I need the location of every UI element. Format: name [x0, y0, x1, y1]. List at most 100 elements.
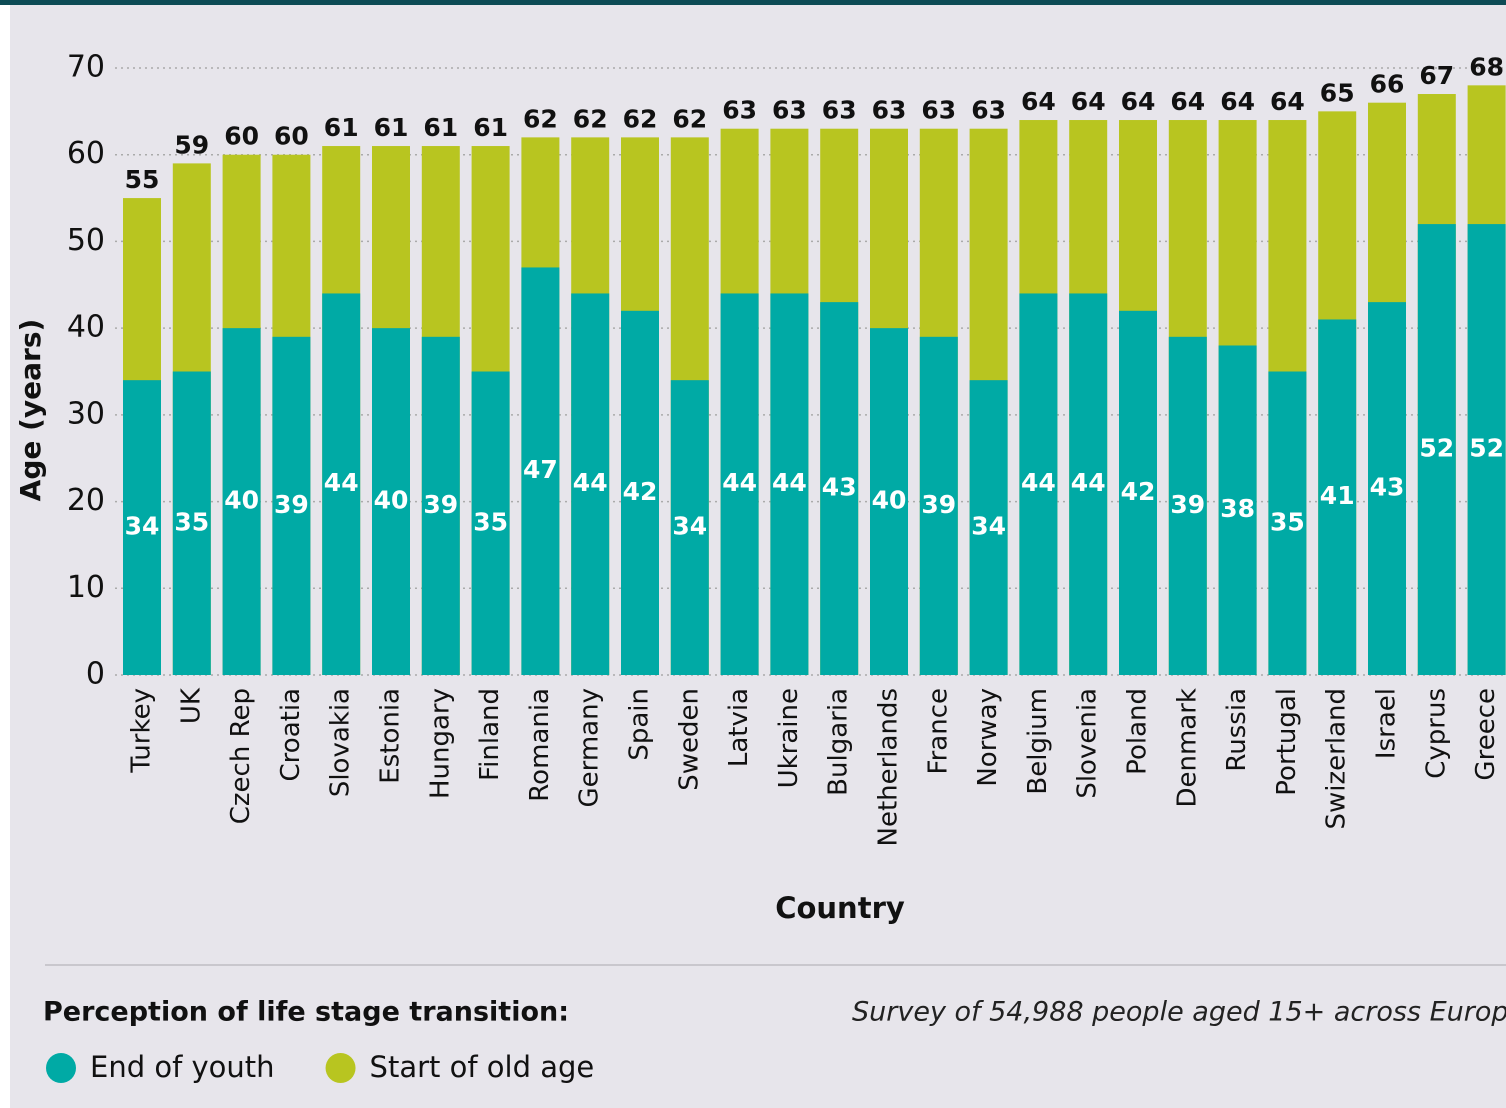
value-label: 44	[772, 468, 807, 497]
value-label: 64	[1170, 87, 1205, 116]
value-label: 64	[1071, 87, 1106, 116]
value-label: 34	[971, 512, 1006, 541]
y-tick-label: 10	[67, 570, 105, 605]
value-label: 62	[672, 104, 707, 133]
value-label: 35	[174, 507, 209, 536]
x-tick-label: Russia	[1222, 688, 1252, 772]
legend-label: End of youth	[90, 1050, 275, 1084]
value-label: 60	[224, 122, 259, 151]
x-tick-label: Bulgaria	[824, 688, 854, 796]
bar	[421, 336, 460, 675]
value-label: 39	[1170, 490, 1205, 519]
x-tick-label: Latvia	[724, 688, 754, 767]
y-tick-label: 40	[67, 310, 105, 345]
value-label: 64	[1121, 87, 1156, 116]
bar	[571, 293, 610, 675]
value-label: 38	[1220, 494, 1255, 523]
bar	[870, 328, 908, 675]
x-tick-label: Denmark	[1172, 688, 1202, 808]
bar	[1218, 345, 1257, 675]
legend-swatch	[46, 1053, 76, 1083]
value-label: 65	[1320, 78, 1355, 107]
top-strip	[0, 0, 1506, 5]
value-label: 55	[125, 165, 160, 194]
value-label: 61	[374, 113, 409, 142]
bar	[1368, 302, 1406, 675]
value-label: 39	[423, 490, 458, 519]
x-tick-label: Poland	[1123, 688, 1153, 775]
legend-label: Start of old age	[370, 1050, 595, 1084]
bar	[471, 371, 510, 675]
x-tick-label: Spain	[625, 688, 655, 761]
y-tick-label: 30	[67, 396, 105, 431]
value-label: 60	[274, 122, 309, 151]
value-label: 35	[473, 507, 508, 536]
bar	[1417, 224, 1456, 676]
bar	[1268, 371, 1307, 675]
value-label: 63	[971, 96, 1006, 125]
value-label: 63	[822, 96, 857, 125]
value-label: 61	[423, 113, 458, 142]
y-tick-label: 50	[67, 223, 105, 258]
y-tick-label: 60	[67, 136, 105, 171]
bar	[670, 380, 709, 675]
value-label: 39	[274, 490, 309, 519]
x-tick-label: Cyprus	[1421, 688, 1451, 779]
bar	[172, 371, 211, 675]
value-label: 47	[523, 455, 558, 484]
value-label: 63	[722, 96, 757, 125]
bar	[322, 293, 361, 675]
bar	[1318, 319, 1357, 675]
x-tick-label: Hungary	[425, 688, 455, 799]
x-tick-label: Slovakia	[326, 688, 356, 797]
value-label: 62	[573, 104, 608, 133]
value-label: 42	[623, 477, 658, 506]
bar	[521, 267, 560, 675]
value-label: 63	[921, 96, 956, 125]
note: Survey of 54,988 people aged 15+ across …	[852, 997, 1506, 1028]
bar	[720, 293, 759, 675]
y-tick-label: 20	[67, 483, 105, 518]
x-tick-label: Estonia	[376, 688, 406, 784]
x-tick-label: Belgium	[1023, 688, 1053, 795]
value-label: 44	[573, 468, 608, 497]
bar	[1019, 293, 1058, 675]
value-label: 64	[1220, 87, 1255, 116]
bar	[820, 302, 859, 675]
x-tick-label: Norway	[973, 688, 1003, 787]
bar	[222, 328, 261, 675]
x-tick-label: Finland	[475, 688, 505, 781]
value-label: 44	[1021, 468, 1056, 497]
x-tick-label: Germany	[575, 688, 605, 808]
x-tick-label: Portugal	[1272, 688, 1302, 796]
y-tick-label: 0	[86, 657, 105, 692]
bar	[621, 310, 659, 675]
value-label: 52	[1469, 434, 1504, 463]
value-label: 40	[872, 486, 907, 515]
value-label: 68	[1469, 52, 1504, 81]
value-label: 61	[473, 113, 508, 142]
y-tick-label: 70	[67, 50, 105, 85]
x-tick-label: Turkey	[127, 688, 157, 774]
value-label: 44	[324, 468, 359, 497]
value-label: 59	[174, 130, 209, 159]
x-tick-label: Slovenia	[1073, 688, 1103, 799]
bar	[1119, 310, 1157, 675]
x-tick-label: Sweden	[674, 688, 704, 791]
value-label: 66	[1370, 70, 1405, 99]
value-label: 40	[374, 486, 409, 515]
legend-swatch	[325, 1053, 356, 1083]
value-label: 34	[672, 512, 707, 541]
bar	[372, 328, 410, 675]
value-label: 52	[1419, 434, 1454, 463]
value-label: 34	[125, 512, 160, 541]
x-tick-label: Czech Rep	[226, 688, 256, 824]
x-tick-label: Israel	[1372, 688, 1402, 759]
x-tick-label: Netherlands	[874, 688, 904, 847]
value-label: 40	[224, 486, 259, 515]
bar	[1069, 293, 1108, 675]
x-tick-label: France	[923, 688, 953, 774]
value-label: 43	[1370, 473, 1405, 502]
value-label: 39	[921, 490, 956, 519]
